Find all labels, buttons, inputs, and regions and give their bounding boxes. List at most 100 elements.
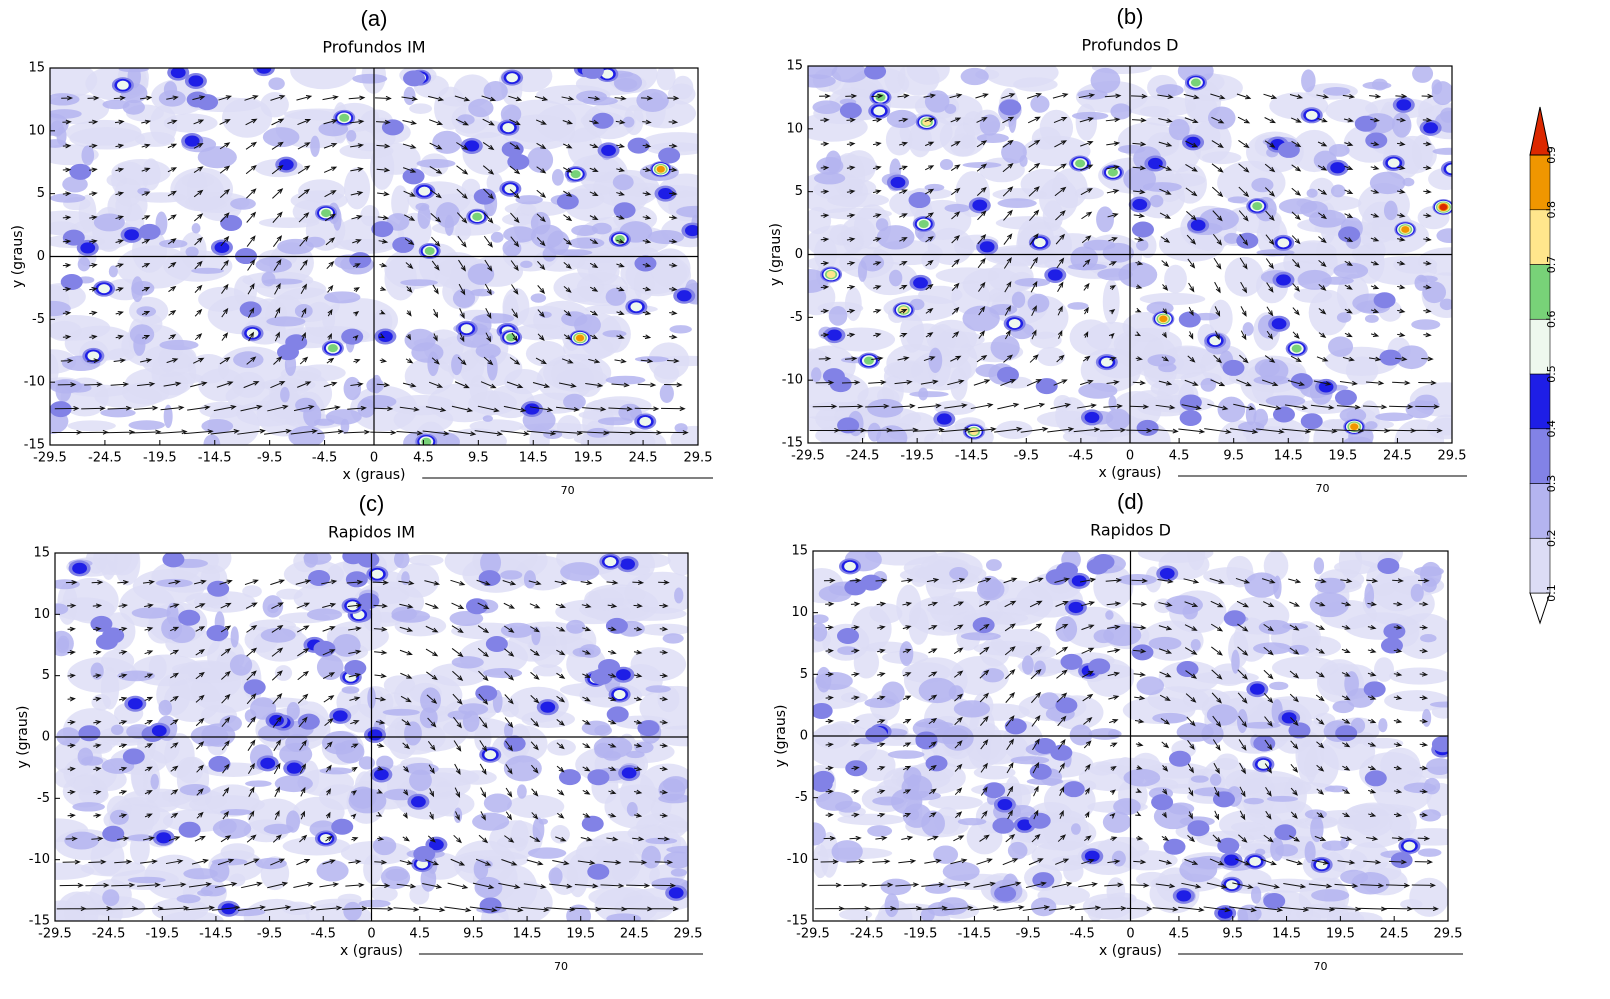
shading	[78, 194, 97, 231]
shading	[1088, 658, 1111, 675]
shading	[280, 386, 290, 403]
shading	[1103, 624, 1142, 647]
x-tick-label: 19.5	[1326, 927, 1355, 942]
shading	[1266, 795, 1299, 802]
shading	[935, 267, 1000, 284]
shading	[507, 153, 530, 170]
shading	[452, 288, 476, 308]
shading	[1168, 750, 1191, 767]
shading	[1243, 797, 1264, 805]
shading	[925, 883, 952, 894]
shading	[1328, 143, 1350, 157]
shading	[176, 894, 201, 904]
shading	[860, 254, 885, 272]
x-tick-label: 4.5	[413, 451, 434, 466]
shading	[1035, 378, 1058, 395]
x-tick-label: -24.5	[88, 451, 122, 466]
shading	[55, 862, 95, 880]
shading	[490, 231, 504, 243]
shading	[1039, 692, 1060, 710]
shading	[1004, 718, 1027, 735]
shading	[188, 75, 204, 87]
shading	[1011, 291, 1026, 309]
shading	[1272, 656, 1339, 680]
shading	[1425, 758, 1448, 776]
shading	[1345, 356, 1379, 385]
shading	[957, 818, 987, 826]
shading	[122, 382, 170, 405]
shading	[1291, 344, 1302, 353]
shading	[551, 168, 564, 186]
shading	[520, 260, 533, 269]
y-axis-label: y (graus)	[10, 225, 26, 288]
shading	[279, 742, 313, 766]
shading	[316, 654, 344, 680]
shading	[1190, 78, 1201, 87]
shading	[138, 223, 161, 240]
shading	[1265, 395, 1306, 407]
shading	[339, 142, 394, 159]
shading	[1182, 604, 1198, 620]
shading	[1432, 414, 1452, 436]
shading	[108, 265, 118, 278]
shading	[999, 99, 1022, 116]
shading	[1082, 893, 1133, 920]
shading	[458, 703, 489, 716]
shading	[502, 239, 522, 257]
shading	[1369, 171, 1406, 195]
shading	[105, 553, 140, 576]
shading	[550, 825, 570, 844]
shading	[1258, 619, 1291, 635]
shading	[474, 724, 492, 752]
y-tick-label: -10	[787, 852, 808, 867]
shading	[229, 654, 253, 676]
shading	[485, 635, 508, 652]
shading	[831, 66, 868, 83]
shading	[1152, 712, 1188, 724]
shading	[50, 68, 98, 98]
shading	[341, 328, 364, 345]
shading	[880, 878, 912, 896]
shading	[645, 685, 671, 693]
shading	[1075, 159, 1086, 168]
shading	[344, 167, 371, 210]
shading	[230, 626, 239, 648]
shading	[168, 624, 196, 644]
shading	[659, 383, 674, 404]
shading	[428, 791, 475, 817]
shading	[591, 112, 614, 129]
shading	[382, 708, 420, 716]
shading	[1069, 724, 1093, 746]
shading	[613, 689, 626, 700]
shading	[944, 203, 971, 213]
shading	[500, 622, 534, 638]
shading	[230, 197, 256, 210]
shading	[197, 889, 213, 897]
x-tick-label: 19.5	[1328, 449, 1357, 464]
wind-vectors	[814, 577, 1439, 913]
shading	[278, 159, 294, 171]
shading	[1269, 681, 1289, 691]
shading	[1422, 708, 1432, 727]
shading	[638, 623, 688, 636]
x-tick-label: 9.5	[1222, 927, 1243, 942]
shading	[1439, 298, 1452, 311]
shading	[627, 137, 650, 154]
shading	[1432, 147, 1452, 155]
shading	[343, 901, 362, 921]
shading	[1439, 203, 1448, 211]
shading	[527, 147, 554, 173]
shading	[950, 656, 1010, 696]
shading	[985, 559, 1002, 572]
shading	[973, 765, 1016, 780]
shading	[506, 794, 565, 819]
shading	[308, 569, 331, 586]
shading	[581, 815, 604, 832]
shading	[1310, 816, 1324, 843]
y-tick-label: 15	[33, 546, 50, 561]
shading	[1067, 302, 1089, 310]
shading	[1222, 359, 1245, 376]
shading	[1055, 697, 1078, 714]
shading	[250, 697, 277, 720]
shading	[1231, 649, 1240, 674]
